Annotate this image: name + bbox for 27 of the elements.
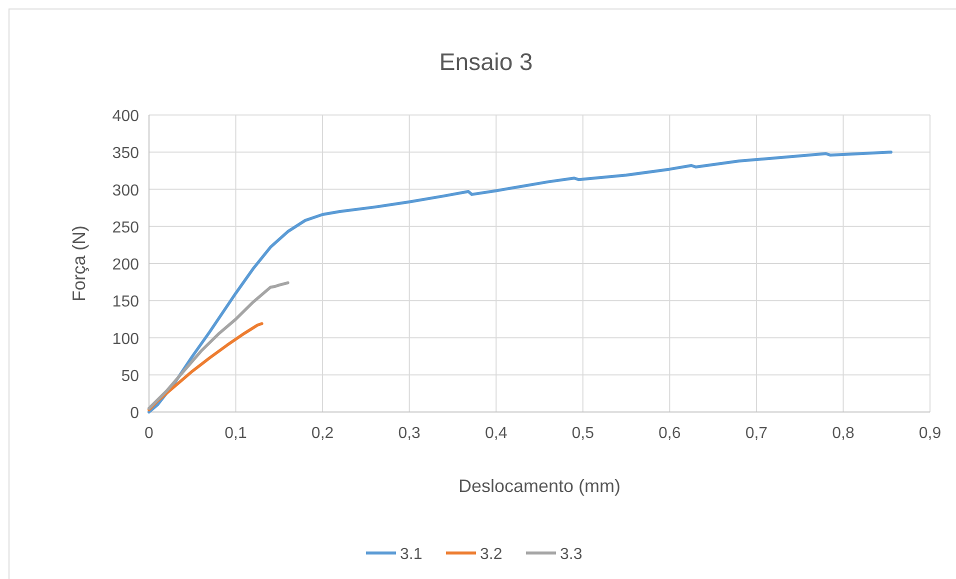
y-axis-title: Força (N) (69, 226, 89, 302)
x-tick-label: 0 (144, 425, 154, 442)
x-axis-title: Deslocamento (mm) (458, 476, 621, 496)
y-tick-label: 50 (121, 368, 140, 385)
y-tick-label: 400 (112, 108, 140, 125)
x-tick-label: 0,5 (572, 425, 594, 442)
x-tick-label: 0,2 (311, 425, 334, 442)
y-tick-label: 250 (112, 219, 140, 236)
y-tick-label: 300 (112, 182, 140, 200)
y-tick-label: 200 (112, 256, 140, 274)
x-tick-label: 0,7 (745, 425, 768, 442)
x-tick-label: 0,6 (658, 425, 681, 442)
legend-label: 3.3 (560, 546, 582, 563)
y-tick-label: 150 (112, 294, 140, 311)
legend-label: 3.1 (400, 546, 422, 563)
chart-title: Ensaio 3 (439, 49, 533, 76)
legend-label: 3.2 (480, 546, 502, 563)
y-tick-label: 350 (112, 145, 140, 162)
x-tick-label: 0,1 (224, 425, 247, 442)
line-series (148, 150, 892, 414)
x-tick-label: 0,9 (918, 425, 942, 442)
y-tick-label: 0 (130, 405, 140, 422)
x-tick-label: 0,4 (484, 425, 508, 442)
x-tick-label: 0,3 (398, 425, 421, 442)
x-tick-label: 0,8 (832, 425, 854, 442)
y-tick-label: 100 (112, 330, 140, 348)
line-series (148, 281, 290, 410)
